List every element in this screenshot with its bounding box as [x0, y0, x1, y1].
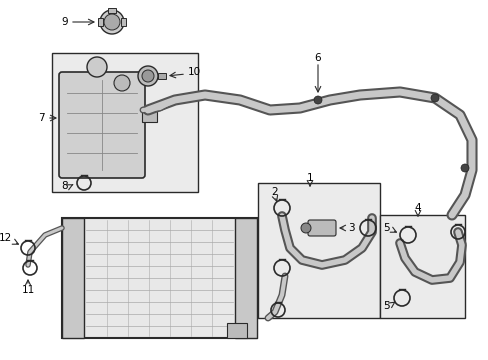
Circle shape	[301, 223, 310, 233]
Circle shape	[313, 96, 321, 104]
Text: 5: 5	[383, 301, 389, 311]
Bar	[379, 215, 464, 318]
Circle shape	[138, 66, 158, 86]
Text: 6: 6	[314, 53, 321, 63]
Text: 1: 1	[306, 173, 313, 183]
Bar	[62, 218, 257, 338]
Text: 9: 9	[61, 17, 68, 27]
Circle shape	[100, 10, 124, 34]
Bar	[258, 183, 379, 318]
Bar	[62, 218, 84, 338]
Bar	[121, 18, 126, 26]
Text: 5: 5	[383, 223, 389, 233]
Bar	[235, 218, 257, 338]
Circle shape	[460, 164, 468, 172]
Text: 2: 2	[271, 187, 278, 197]
Circle shape	[87, 57, 107, 77]
FancyBboxPatch shape	[307, 220, 335, 236]
Text: 12: 12	[0, 233, 12, 243]
Bar	[158, 73, 165, 79]
Bar	[98, 18, 103, 26]
Text: 7: 7	[38, 113, 45, 123]
Bar	[52, 53, 198, 192]
Bar	[142, 110, 157, 122]
FancyBboxPatch shape	[59, 72, 145, 178]
Circle shape	[430, 94, 438, 102]
Text: 3: 3	[347, 223, 354, 233]
Circle shape	[114, 75, 130, 91]
Bar	[108, 8, 116, 13]
Circle shape	[104, 14, 120, 30]
Circle shape	[142, 70, 154, 82]
Text: 11: 11	[21, 285, 35, 295]
Text: 8: 8	[61, 181, 68, 191]
Text: 10: 10	[187, 67, 201, 77]
Text: 4: 4	[414, 203, 421, 213]
Bar	[226, 323, 246, 338]
